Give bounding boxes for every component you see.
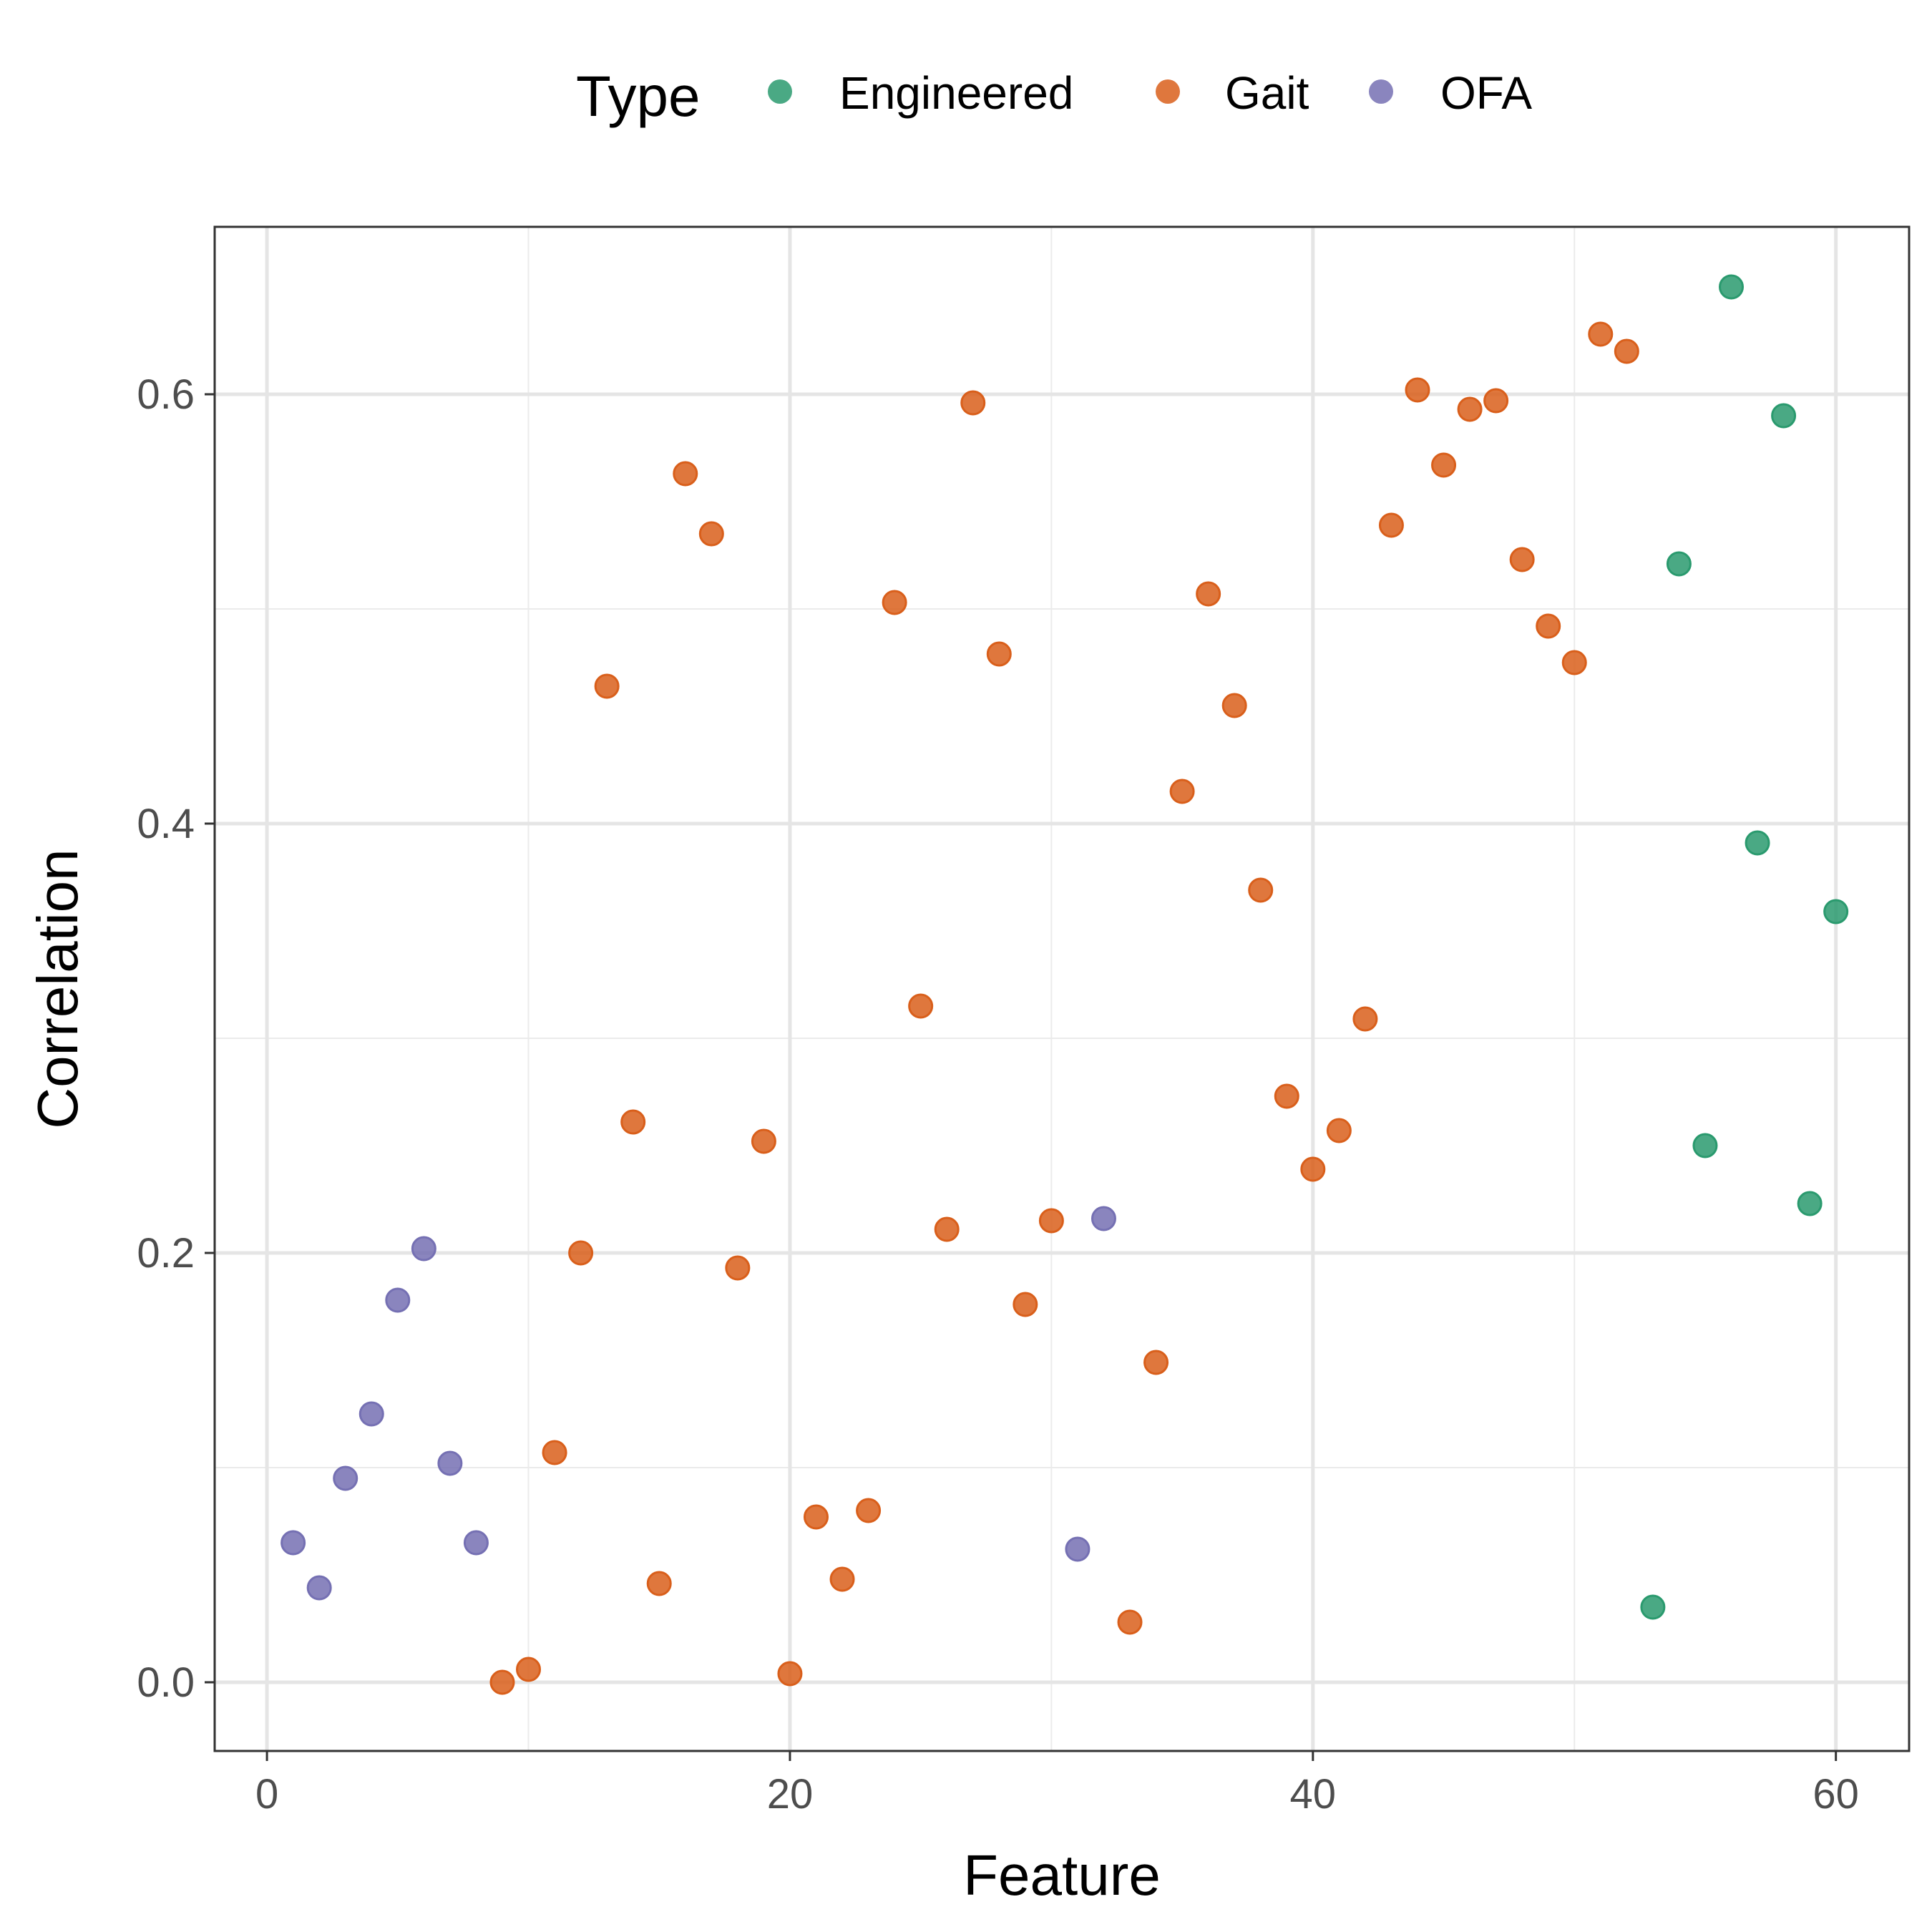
point-gait	[1196, 581, 1221, 607]
point-gait	[1013, 1292, 1038, 1317]
y-axis: 0.0 0.2 0.4 0.6	[137, 371, 215, 1706]
point-ofa	[463, 1530, 489, 1556]
y-tick-label: 0.2	[137, 1230, 195, 1277]
point-gait	[542, 1440, 567, 1465]
point-engineered	[1823, 899, 1849, 924]
point-gait	[489, 1669, 515, 1695]
point-gait	[1588, 321, 1614, 347]
point-gait	[1221, 693, 1247, 718]
point-gait	[1326, 1118, 1352, 1143]
point-gait	[1561, 650, 1587, 675]
point-engineered	[1692, 1133, 1718, 1158]
data-points	[280, 274, 1849, 1695]
point-gait	[568, 1240, 594, 1266]
point-ofa	[280, 1530, 306, 1556]
y-tick-label: 0.0	[137, 1659, 195, 1706]
legend-item-ofa: OFA	[1369, 67, 1532, 119]
y-tick-label: 0.4	[137, 801, 195, 847]
legend-key-engineered	[768, 79, 792, 104]
point-engineered	[1719, 274, 1745, 300]
point-gait	[803, 1504, 829, 1530]
x-axis: 0 20 40 60	[255, 1751, 1859, 1818]
point-gait	[1300, 1156, 1326, 1182]
point-gait	[1143, 1350, 1169, 1375]
point-ofa	[385, 1287, 411, 1313]
point-gait	[516, 1657, 542, 1682]
grid-minor	[215, 227, 1909, 1751]
point-gait	[1169, 779, 1195, 804]
point-gait	[908, 993, 934, 1019]
point-gait	[1274, 1083, 1299, 1109]
legend-key-ofa	[1369, 79, 1393, 104]
legend-title: Type	[576, 64, 700, 128]
point-engineered	[1797, 1191, 1823, 1216]
x-tick-label: 0	[255, 1771, 278, 1818]
point-gait	[698, 521, 724, 547]
legend-label-ofa: OFA	[1440, 67, 1532, 119]
point-ofa	[437, 1450, 463, 1476]
point-gait	[882, 590, 907, 615]
legend-item-engineered: Engineered	[768, 67, 1073, 119]
point-ofa	[333, 1465, 358, 1491]
plot-panel	[213, 225, 1911, 1752]
point-gait	[1483, 388, 1509, 414]
legend-label-engineered: Engineered	[839, 67, 1073, 119]
legend: Type Engineered Gait OFA	[576, 64, 1532, 128]
point-ofa	[358, 1401, 384, 1427]
plot-panel-background	[215, 227, 1909, 1751]
point-gait	[1352, 1006, 1378, 1032]
point-gait	[646, 1571, 672, 1596]
point-gait	[1614, 338, 1639, 364]
point-gait	[673, 461, 698, 487]
legend-key-gait	[1156, 79, 1180, 104]
point-gait	[725, 1255, 751, 1281]
point-gait	[1405, 377, 1430, 403]
point-gait	[1038, 1208, 1064, 1234]
plot-panel-border	[213, 225, 1911, 1752]
point-gait	[829, 1566, 855, 1592]
point-gait	[1117, 1609, 1143, 1635]
point-gait	[986, 641, 1012, 667]
point-gait	[1509, 547, 1535, 572]
point-gait	[1431, 452, 1457, 478]
point-gait	[1378, 512, 1404, 538]
point-engineered	[1771, 403, 1797, 429]
x-tick-label: 20	[767, 1771, 814, 1818]
point-gait	[1457, 396, 1483, 422]
legend-label-gait: Gait	[1225, 67, 1309, 119]
point-ofa	[1091, 1206, 1116, 1231]
legend-item-gait: Gait	[1156, 67, 1309, 119]
point-ofa	[411, 1236, 436, 1262]
x-axis-title: Feature	[963, 1843, 1161, 1907]
point-gait	[1248, 877, 1274, 903]
point-gait	[856, 1498, 882, 1523]
point-gait	[594, 673, 620, 699]
point-gait	[1536, 613, 1561, 639]
point-engineered	[1666, 551, 1692, 577]
y-axis-title: Correlation	[26, 849, 89, 1128]
point-engineered	[1745, 830, 1770, 856]
point-gait	[777, 1661, 803, 1687]
y-tick-label: 0.6	[137, 371, 195, 418]
point-engineered	[1640, 1594, 1666, 1620]
point-ofa	[306, 1575, 332, 1601]
point-ofa	[1065, 1536, 1091, 1562]
point-gait	[620, 1109, 646, 1135]
x-tick-label: 40	[1290, 1771, 1337, 1818]
point-gait	[960, 390, 986, 416]
x-tick-label: 60	[1813, 1771, 1859, 1818]
point-gait	[751, 1128, 776, 1154]
point-gait	[934, 1216, 960, 1242]
